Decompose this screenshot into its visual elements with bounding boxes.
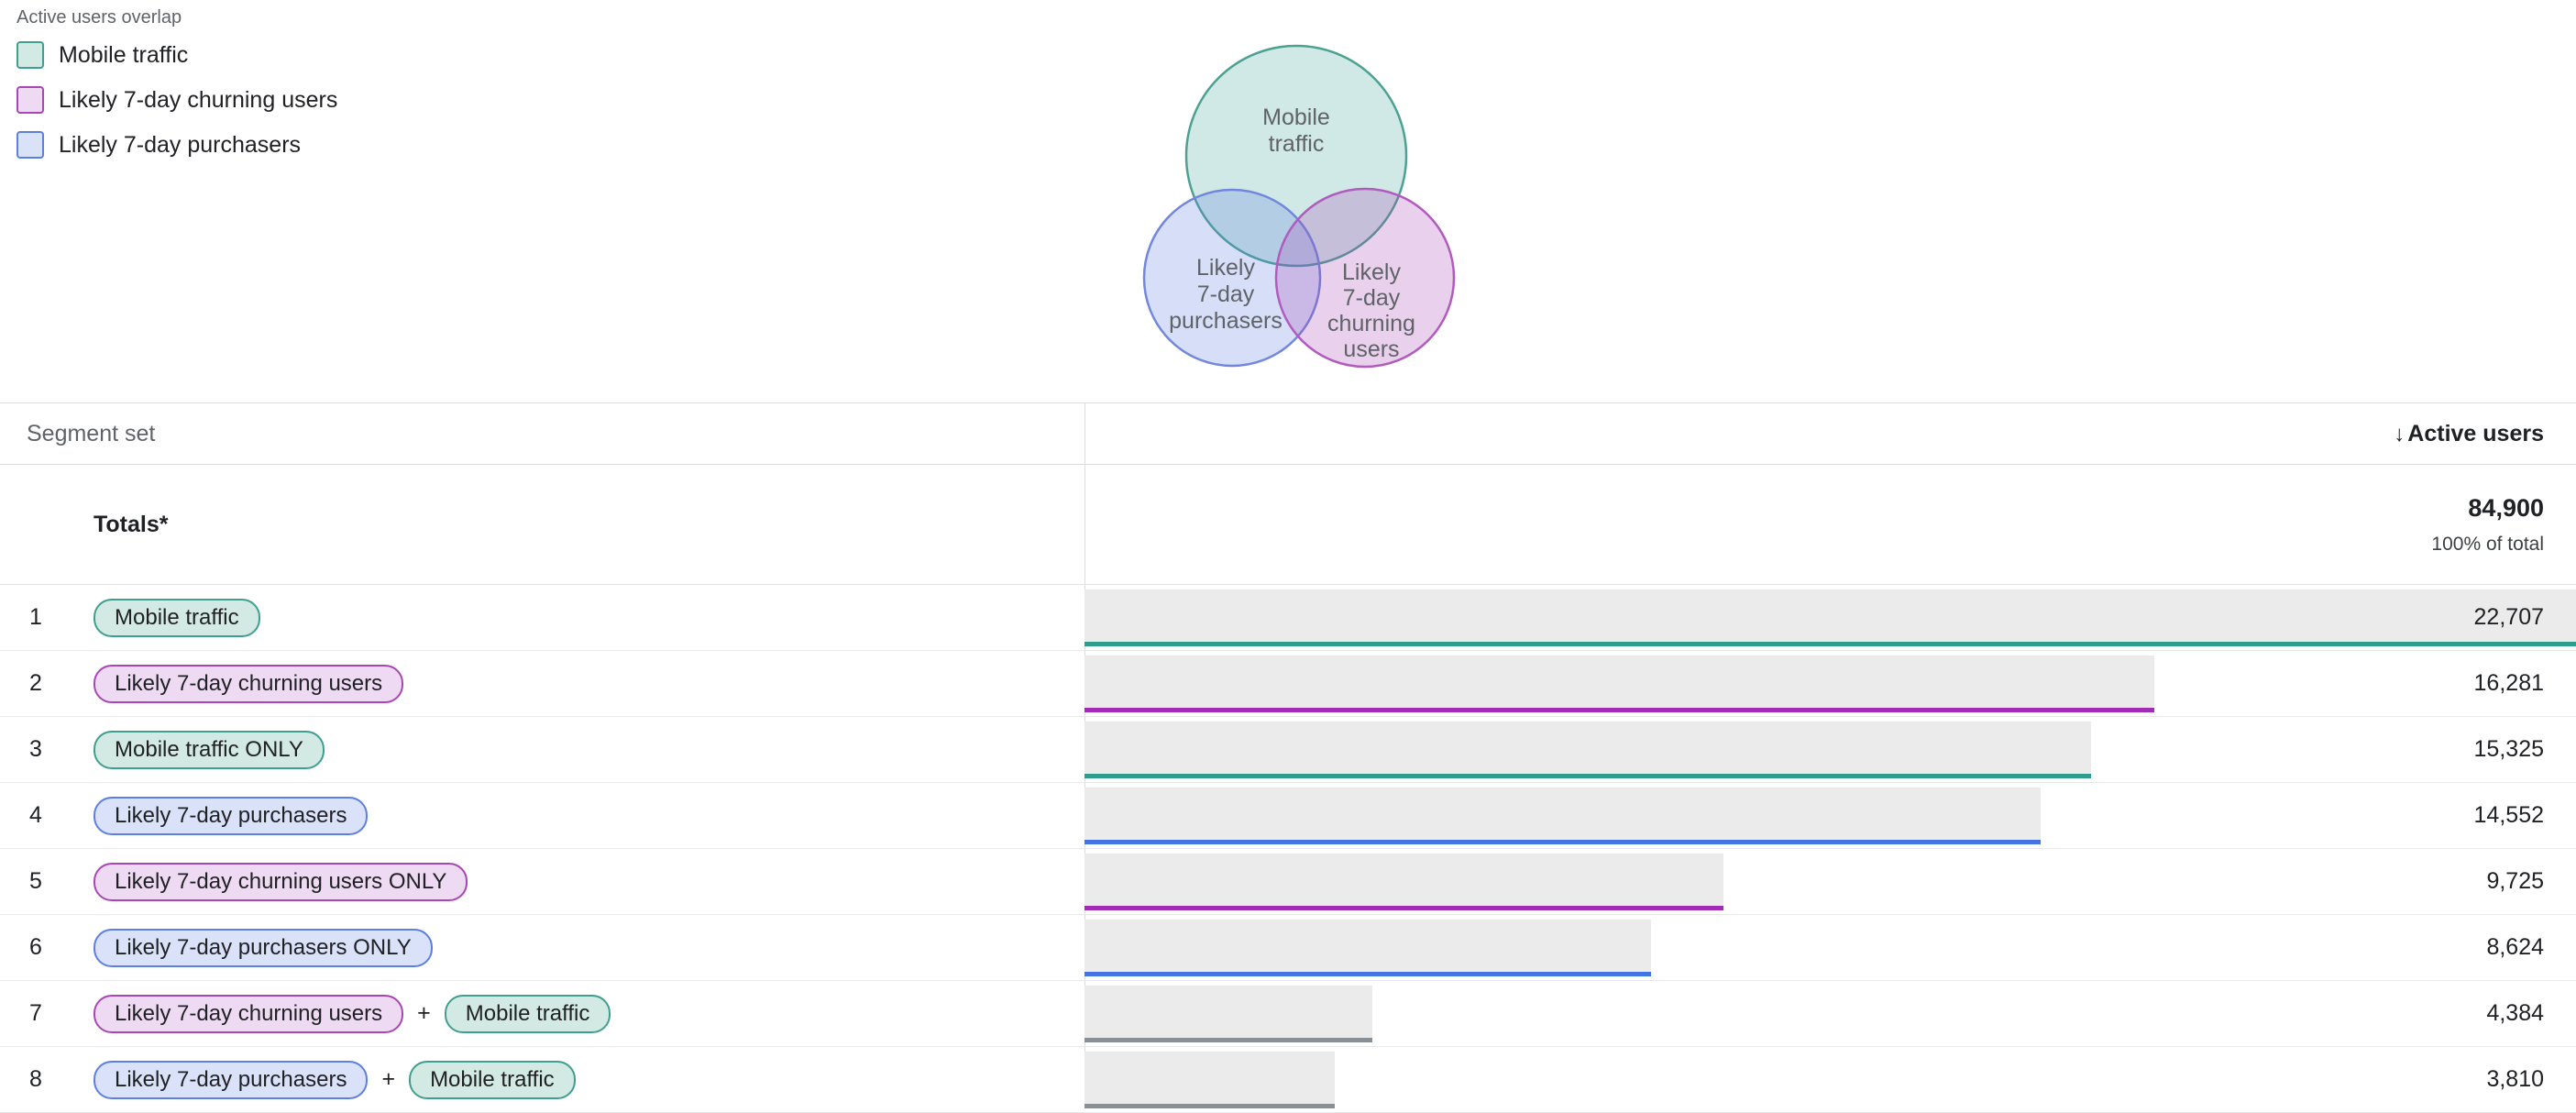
totals-row: Totals* 84,900 100% of total (0, 465, 2576, 585)
active-users-cell: 9,725 (1084, 849, 2576, 914)
value-bar[interactable] (1084, 590, 2576, 646)
segment-chip[interactable]: Mobile traffic ONLY (94, 730, 325, 769)
segment-chip[interactable]: Likely 7-day churning users (94, 994, 404, 1033)
row-index: 8 (29, 1066, 42, 1092)
legend-swatch (17, 41, 44, 69)
segment-set-cell: 6 Likely 7-day purchasers ONLY (0, 915, 1084, 980)
segment-chip[interactable]: Likely 7-day purchasers (94, 796, 369, 835)
row-value: 8,624 (2486, 934, 2544, 960)
venn-diagram: Mobile traffic Likely 7-day purchasers Likely… (1142, 44, 1456, 369)
segment-chip[interactable]: Mobile traffic (409, 1060, 576, 1099)
venn-circle[interactable] (1274, 187, 1456, 369)
value-bar[interactable] (1084, 986, 1373, 1042)
value-bar[interactable] (1084, 854, 1723, 910)
segment-chip[interactable]: Likely 7-day purchasers (94, 1060, 369, 1099)
row-chips: Likely 7-day churning users (94, 664, 404, 703)
venn-circle[interactable] (1142, 188, 1322, 368)
segment-chip[interactable]: Likely 7-day churning users (94, 664, 404, 703)
column-header-active-users[interactable]: ↓ Active users (1084, 421, 2576, 447)
sort-descending-icon[interactable]: ↓ (2394, 421, 2405, 446)
row-index: 7 (29, 1000, 42, 1026)
venn-circle-label: Mobile traffic (1262, 105, 1330, 157)
table-row: 5 Likely 7-day churning users ONLY 9,725 (0, 849, 2576, 915)
active-users-header-label: Active users (2407, 420, 2544, 446)
legend-label: Mobile traffic (59, 41, 189, 68)
segment-set-cell: 2 Likely 7-day churning users (0, 651, 1084, 716)
active-users-cell: 15,325 (1084, 717, 2576, 782)
value-bar[interactable] (1084, 920, 1651, 976)
row-value: 22,707 (2473, 604, 2544, 630)
segment-chip[interactable]: Mobile traffic (94, 598, 260, 637)
value-bar[interactable] (1084, 722, 2092, 778)
segment-set-cell: 7 Likely 7-day churning users + Mobile tra… (0, 981, 1084, 1046)
legend-label: Likely 7-day churning users (59, 86, 338, 113)
row-chips: Likely 7-day purchasers (94, 796, 369, 835)
row-index: 4 (29, 802, 42, 828)
row-index: 5 (29, 868, 42, 894)
row-chips: Likely 7-day churning users + Mobile traff… (94, 994, 611, 1033)
totals-label: Totals* (94, 511, 169, 537)
row-value: 4,384 (2486, 1000, 2544, 1026)
segment-set-cell: 5 Likely 7-day churning users ONLY (0, 849, 1084, 914)
table-row: 2 Likely 7-day churning users 16,281 (0, 651, 2576, 717)
segment-rows: 1 Mobile traffic 22,707 2 Likely 7-day c… (0, 585, 2576, 1113)
legend-swatch (17, 86, 44, 114)
segment-set-cell: 1 Mobile traffic (0, 585, 1084, 650)
segment-chip[interactable]: Likely 7-day churning users ONLY (94, 862, 468, 901)
venn-circle-label: Likely 7-day churning users (1327, 259, 1415, 362)
value-bar[interactable] (1084, 656, 2154, 712)
segment-chip[interactable]: Likely 7-day purchasers ONLY (94, 928, 433, 967)
table-row: 3 Mobile traffic ONLY 15,325 (0, 717, 2576, 783)
active-users-cell: 4,384 (1084, 981, 2576, 1046)
segment-table: Segment set ↓ Active users Totals* 84,900… (0, 402, 2576, 1113)
legend-item[interactable]: Likely 7-day churning users (17, 86, 337, 114)
active-users-cell: 22,707 (1084, 585, 2576, 650)
segment-set-cell: 4 Likely 7-day purchasers (0, 783, 1084, 848)
table-row: 6 Likely 7-day purchasers ONLY 8,624 (0, 915, 2576, 981)
legend-label: Likely 7-day purchasers (59, 131, 302, 158)
row-chips: Likely 7-day purchasers + Mobile traffic (94, 1060, 576, 1099)
table-row: 7 Likely 7-day churning users + Mobile tra… (0, 981, 2576, 1047)
value-bar[interactable] (1084, 1052, 1335, 1108)
legend: Active users overlap Mobile traffic Likel… (17, 7, 337, 176)
segment-chip[interactable]: Mobile traffic (444, 994, 611, 1033)
legend-items: Mobile traffic Likely 7-day churning user… (17, 41, 337, 159)
legend-item[interactable]: Likely 7-day purchasers (17, 131, 337, 159)
row-index: 3 (29, 736, 42, 762)
table-row: 1 Mobile traffic 22,707 (0, 585, 2576, 651)
venn-circle[interactable] (1184, 44, 1408, 268)
table-row: 8 Likely 7-day purchasers + Mobile traffic… (0, 1047, 2576, 1113)
row-chips: Mobile traffic (94, 598, 260, 637)
row-value: 9,725 (2486, 868, 2544, 894)
venn-circle-label: Likely 7-day purchasers (1169, 255, 1282, 334)
active-users-cell: 3,810 (1084, 1047, 2576, 1112)
row-value: 16,281 (2473, 670, 2544, 696)
segment-set-cell: 3 Mobile traffic ONLY (0, 717, 1084, 782)
totals-value: 84,900 (2468, 493, 2544, 522)
active-users-cell: 14,552 (1084, 783, 2576, 848)
active-users-cell: 16,281 (1084, 651, 2576, 716)
row-index: 6 (29, 934, 42, 960)
column-header-segment-set[interactable]: Segment set (27, 420, 156, 446)
totals-cell: 84,900 100% of total (1084, 494, 2576, 556)
legend-title: Active users overlap (17, 7, 182, 28)
row-index: 1 (29, 604, 42, 630)
row-index: 2 (29, 670, 42, 696)
legend-swatch (17, 131, 44, 159)
value-bar[interactable] (1084, 788, 2041, 844)
row-chips: Likely 7-day churning users ONLY (94, 862, 468, 901)
segment-set-cell: 8 Likely 7-day purchasers + Mobile traffic (0, 1047, 1084, 1112)
table-row: 4 Likely 7-day purchasers 14,552 (0, 783, 2576, 849)
table-header: Segment set ↓ Active users (0, 402, 2576, 465)
totals-percent: 100% of total (2431, 533, 2544, 555)
row-value: 15,325 (2473, 736, 2544, 762)
active-users-cell: 8,624 (1084, 915, 2576, 980)
row-value: 3,810 (2486, 1066, 2544, 1092)
plus-separator: + (417, 1000, 431, 1026)
legend-item[interactable]: Mobile traffic (17, 41, 337, 69)
row-chips: Mobile traffic ONLY (94, 730, 325, 769)
row-chips: Likely 7-day purchasers ONLY (94, 928, 433, 967)
plus-separator: + (381, 1066, 396, 1092)
row-value: 14,552 (2473, 802, 2544, 828)
